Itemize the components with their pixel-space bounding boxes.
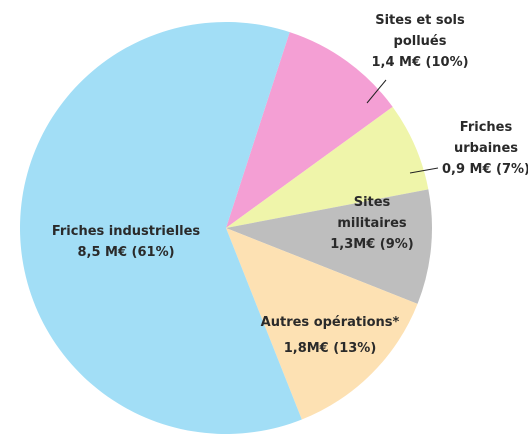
slice-label: Autres opérations* 1,8M€ (13%)	[220, 312, 440, 359]
slice-label: Friches industrielles 8,5 M€ (61%)	[11, 221, 241, 263]
slices	[20, 21, 432, 434]
slice-label: Friches urbaines 0,9 M€ (7%)	[420, 117, 528, 180]
pie-slice	[226, 228, 418, 420]
category-label: Sites militaires	[337, 195, 407, 231]
category-label: Friches urbaines	[453, 120, 518, 156]
category-label: Autres opérations*	[260, 315, 400, 330]
leader-line	[366, 79, 387, 104]
category-label: Sites et sols pollués	[375, 13, 465, 49]
value-label: 1,8M€ (13%)	[283, 341, 377, 356]
value-label: 0,9 M€ (7%)	[441, 162, 528, 177]
category-label: Friches industrielles	[51, 224, 201, 239]
value-label: 1,4 M€ (10%)	[371, 55, 469, 70]
leader-line	[409, 167, 439, 174]
slice-label: Sites militaires 1,3M€ (9%)	[301, 192, 443, 255]
pie-slice	[20, 21, 302, 434]
value-label: 8,5 M€ (61%)	[77, 245, 175, 260]
pie-slice	[226, 106, 429, 228]
slice-label: Sites et sols pollués 1,4 M€ (10%)	[340, 10, 500, 73]
pie-slice	[226, 32, 393, 228]
pie-slice	[226, 189, 432, 304]
value-label: 1,3M€ (9%)	[330, 237, 414, 252]
